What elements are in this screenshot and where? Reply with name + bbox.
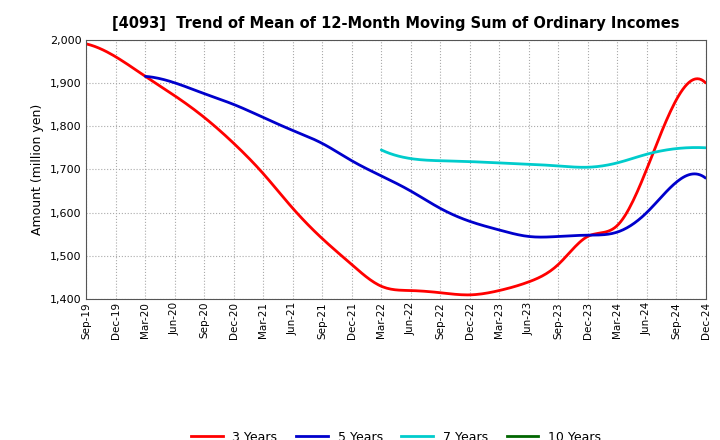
- Legend: 3 Years, 5 Years, 7 Years, 10 Years: 3 Years, 5 Years, 7 Years, 10 Years: [186, 426, 606, 440]
- Y-axis label: Amount (million yen): Amount (million yen): [32, 104, 45, 235]
- Title: [4093]  Trend of Mean of 12-Month Moving Sum of Ordinary Incomes: [4093] Trend of Mean of 12-Month Moving …: [112, 16, 680, 32]
